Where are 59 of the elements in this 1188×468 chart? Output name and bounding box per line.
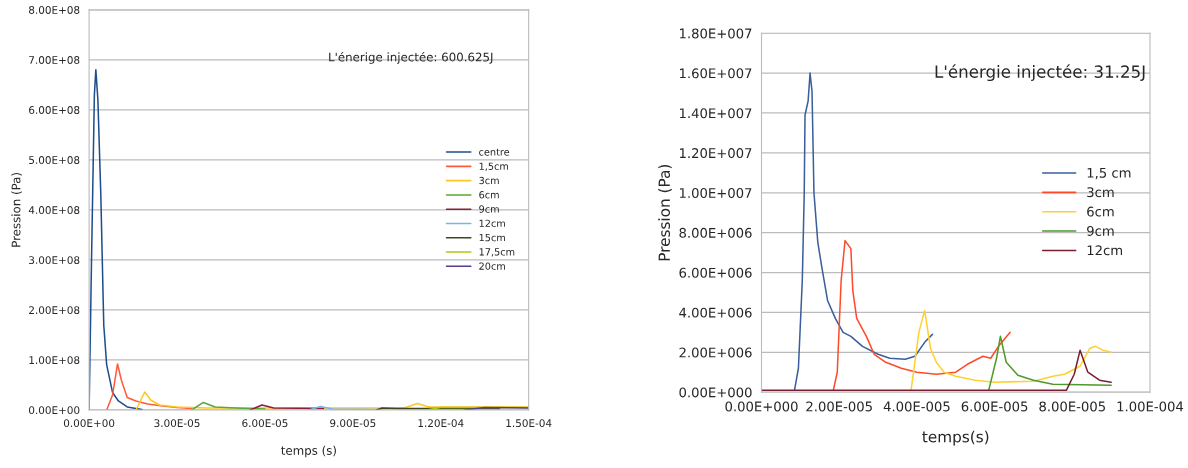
y-tick-label: 1.00E+007	[679, 187, 752, 198]
y-tick-label: 7.00E+08	[29, 56, 80, 64]
legend-label: 3cm	[479, 176, 499, 185]
legend-label: 6cm	[479, 191, 499, 199]
legend-label: 20cm	[479, 262, 505, 270]
y-axis-title: Pression (Pa)	[11, 172, 22, 247]
x-tick-label: 6.00E-005	[961, 401, 1028, 412]
y-tick-label: 1.60E+007	[679, 68, 752, 79]
legend-label: 1,5cm	[479, 162, 509, 171]
x-axis-title: temps(s)	[922, 430, 989, 446]
x-tick-label: 9.00E-05	[330, 419, 376, 428]
legend-label: centre	[479, 148, 510, 156]
y-tick-label: 5.00E+08	[29, 156, 80, 164]
y-tick-label: 6.00E+006	[679, 267, 752, 278]
line-series	[832, 239, 1011, 391]
legend-label: 12cm	[1087, 245, 1122, 256]
line-series	[135, 391, 529, 410]
x-tick-label: 1.50E-04	[506, 419, 552, 428]
y-tick-label: 2.00E+08	[29, 306, 80, 315]
y-tick-label: 1.00E+08	[29, 356, 80, 365]
annotation: L'énergie injectée: 31.25J	[935, 64, 1145, 82]
legend-label: 1,5 cm	[1087, 167, 1131, 180]
line-series	[761, 349, 1112, 391]
legend-label: 6cm	[1087, 206, 1114, 217]
legend-label: 9cm	[1087, 225, 1114, 236]
legend-label: 3cm	[1087, 187, 1114, 198]
y-tick-label: 3.00E+08	[29, 256, 80, 265]
x-tick-label: 8.00E-005	[1039, 401, 1105, 412]
line-series	[910, 309, 1112, 391]
legend-label: 17,5cm	[479, 248, 515, 257]
line-series	[89, 69, 143, 410]
y-tick-label: 0.00E+000	[679, 387, 752, 398]
line-series	[793, 72, 934, 391]
y-tick-label: 4.00E+006	[679, 307, 752, 318]
x-axis-title: temps (s)	[281, 445, 336, 458]
legend-label: 12cm	[479, 219, 505, 227]
legend-label: 15cm	[479, 234, 505, 242]
x-tick-label: 4.00E-005	[883, 401, 950, 412]
y-tick-label: 2.00E+006	[679, 347, 752, 358]
y-tick-label: 6.00E+08	[29, 106, 80, 114]
y-tick-label: 1.80E+007	[679, 28, 752, 39]
y-tick-label: 4.00E+08	[28, 206, 80, 214]
x-tick-label: 0.00E+000	[725, 401, 798, 412]
y-axis-title: Pression (Pa)	[658, 164, 672, 261]
annotation: L'énerige injectée: 600.625J	[329, 51, 493, 64]
y-tick-label: 8.00E+08	[29, 6, 80, 14]
y-tick-label: 8.00E+006	[679, 227, 752, 238]
x-tick-label: 2.00E-005	[806, 401, 872, 412]
y-tick-label: 1.40E+007	[679, 108, 752, 119]
line-series	[190, 401, 266, 410]
x-tick-label: 0.00E+00	[63, 419, 115, 428]
y-tick-label: 1.20E+007	[679, 148, 752, 159]
x-tick-label: 3.00E-05	[154, 419, 200, 428]
x-tick-label: 6.00E-05	[242, 419, 288, 428]
legend-label: 9cm	[479, 205, 499, 213]
line-series	[105, 363, 193, 410]
x-tick-label: 1.20E-04	[418, 419, 464, 428]
line-series	[988, 335, 1112, 391]
x-tick-label: 1.00E-004	[1117, 401, 1184, 412]
